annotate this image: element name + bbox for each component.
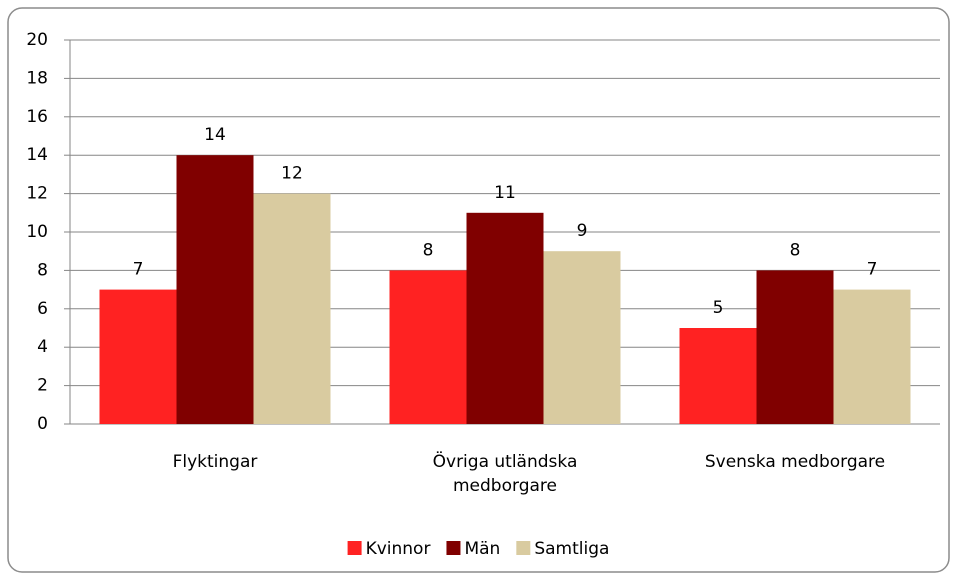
legend-label: Kvinnor [366,539,431,559]
y-tick-label: 4 [37,337,48,357]
bar [756,270,834,424]
data-label: 14 [204,125,226,145]
bar [99,289,177,424]
y-tick-label: 10 [26,222,48,242]
bar [389,270,467,424]
data-label: 8 [423,240,434,260]
x-tick-label: Övriga utländska medborgare [432,452,578,496]
y-tick-label: 8 [37,260,48,280]
y-tick-label: 16 [26,107,48,127]
bar [543,251,621,424]
legend-swatch [446,541,461,555]
data-label: 12 [281,164,303,184]
data-label: 8 [790,240,801,260]
legend-swatch [516,541,531,555]
y-tick-label: 0 [37,414,48,434]
bar [679,328,757,424]
y-tick-label: 18 [26,68,48,88]
data-label: 9 [577,221,588,241]
bar [253,193,331,424]
data-label: 7 [867,260,878,280]
y-tick-label: 20 [26,30,48,50]
y-tick-label: 6 [37,299,48,319]
bar [466,212,544,424]
y-tick-label: 14 [26,145,48,165]
x-tick-label: Flyktingar [172,452,258,472]
bar [176,155,254,424]
x-tick-label: Svenska medborgare [704,452,886,472]
legend-label: Samtliga [534,539,609,559]
data-label: 5 [713,298,724,318]
data-label: 7 [133,260,144,280]
y-tick-label: 2 [37,376,48,396]
legend-swatch [347,541,362,555]
data-label: 11 [494,183,516,203]
y-tick-label: 12 [26,184,48,204]
legend-label: Män [464,539,500,559]
bar [833,289,911,424]
